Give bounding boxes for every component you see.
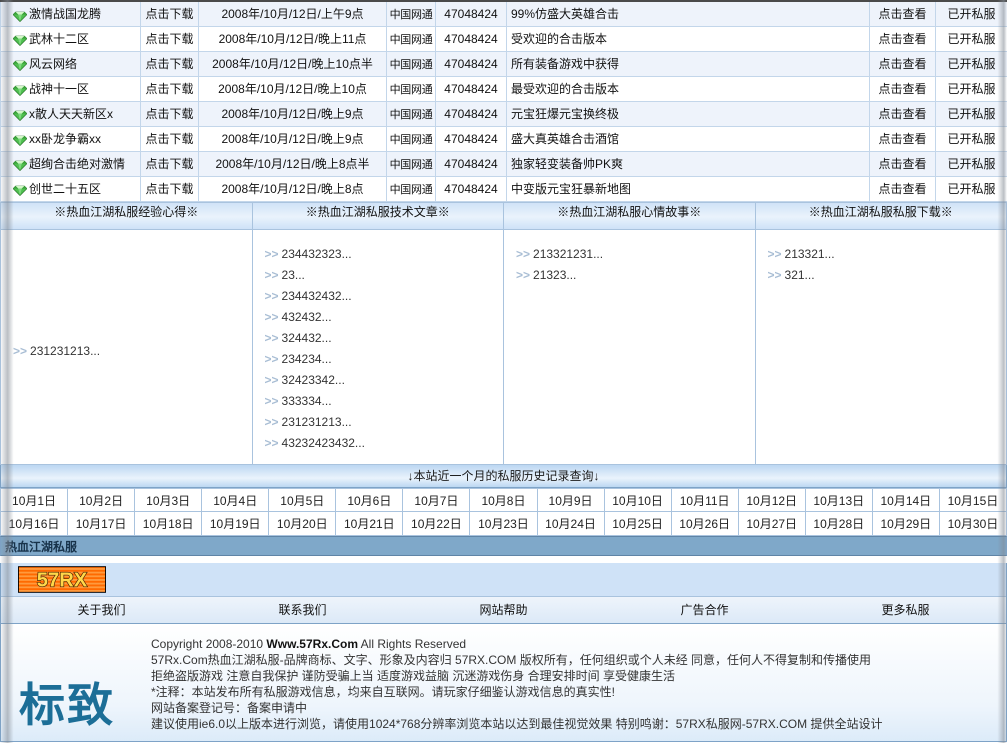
- svg-text:57RX: 57RX: [37, 570, 88, 592]
